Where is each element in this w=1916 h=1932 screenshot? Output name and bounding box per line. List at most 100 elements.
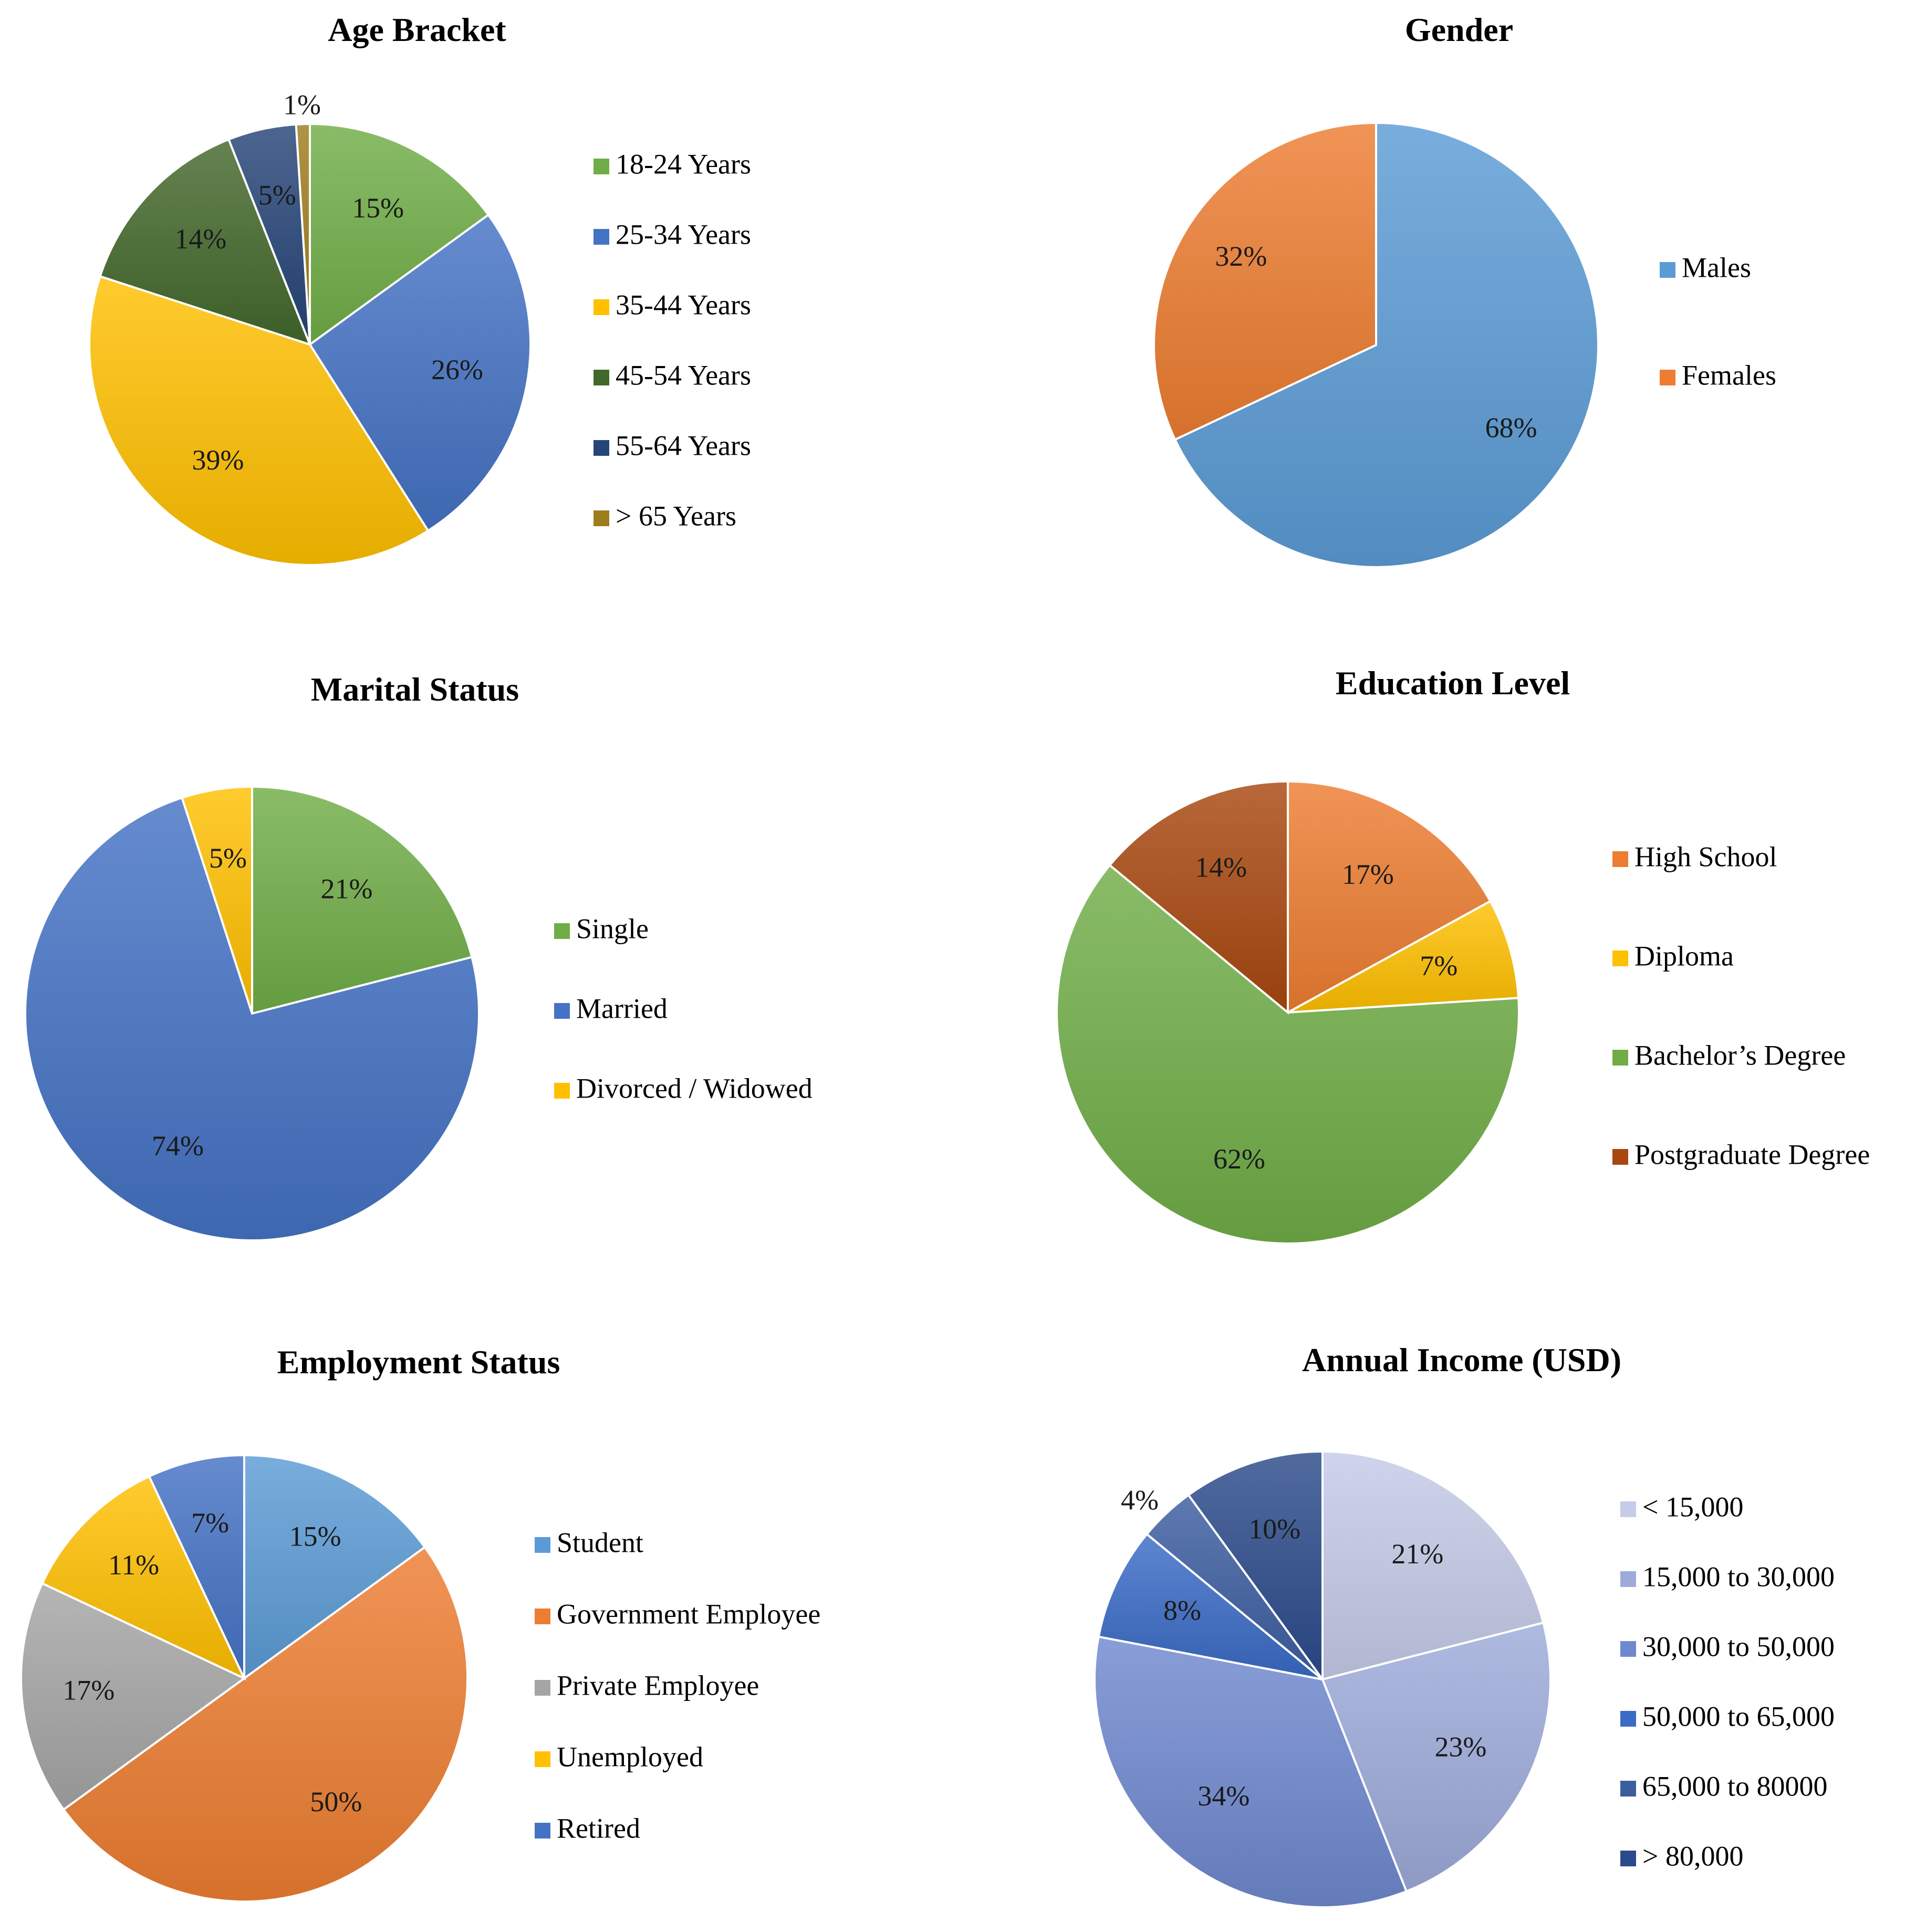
education-level-title: Education Level [1336,664,1570,702]
education-level-legend: High School Diploma Bachelor’s Degree Postg… [1612,841,1870,1170]
marital-status-slice-single [251,785,473,1015]
annual-income-usd-legend-swatch-50-000-to-65-000 [1620,1711,1636,1727]
marital-status-legend-label-married: Married [576,993,668,1024]
marital-status-data-label-married: 74% [152,1130,204,1162]
age-bracket-legend-swatch-65-years [593,510,609,526]
education-level-legend-swatch-bachelor-s-degree [1612,1050,1628,1066]
annual-income-usd-legend-swatch-80-000 [1620,1851,1636,1866]
employment-status-data-label-private-employee: 17% [63,1674,114,1706]
age-bracket-legend: 18-24 Years 25-34 Years 35-44 Years 45-54 Y… [593,148,751,531]
annual-income-usd-legend-label-50-000-to-65-000: 50,000 to 65,000 [1642,1700,1835,1732]
age-bracket-data-label-18-24-years: 15% [352,192,404,224]
age-bracket-legend-swatch-25-34-years [593,229,609,245]
marital-status-legend-label-single: Single [576,913,649,944]
education-level-legend-label-bachelor-s-degree: Bachelor’s Degree [1634,1039,1846,1071]
annual-income-usd-legend-swatch-30-000-to-50-000 [1620,1641,1636,1657]
gender-slice-females [1153,121,1377,441]
education-level-legend-label-postgraduate-degree: Postgraduate Degree [1634,1139,1870,1170]
annual-income-usd-data-label-15-000-to-30-000: 23% [1434,1731,1486,1762]
education-level-legend-swatch-high-school [1612,851,1628,867]
annual-income-usd-slice-80-000 [1187,1450,1324,1683]
employment-status-legend-label-retired: Retired [557,1812,640,1844]
education-level-legend-label-diploma: Diploma [1634,940,1734,972]
age-bracket-legend-label-25-34-years: 25-34 Years [616,218,751,250]
gender-title: Gender [1405,11,1513,48]
education-level-legend-swatch-diploma [1612,951,1628,966]
annual-income-usd-data-label-15-000: 21% [1391,1538,1443,1570]
annual-income-usd-legend-swatch-15-000-to-30-000 [1620,1571,1636,1587]
employment-status-title: Employment Status [277,1343,560,1381]
gender-data-label-males: 68% [1485,412,1537,444]
employment-status-data-label-retired: 7% [191,1507,229,1539]
marital-status-legend-swatch-single [554,923,570,939]
age-bracket-data-label-55-64-years: 5% [258,180,296,211]
age-bracket-legend-swatch-45-54-years [593,370,609,385]
annual-income-usd-data-label-65-000-to-80000: 4% [1121,1484,1159,1516]
age-bracket-slice-18-24-years [309,122,490,347]
age-bracket-slice-65-years [295,122,311,345]
marital-status-data-label-single: 21% [321,873,373,904]
education-level-pie-chart: Education Level 17% 7% 62% 14% High School Dip… [1056,664,1870,1245]
education-level-slice-postgraduate-degree [1108,780,1289,1015]
employment-status-legend-label-government-employee: Government Employee [557,1598,820,1630]
education-level-data-label-high-school: 17% [1342,859,1394,890]
education-level-data-label-postgraduate-degree: 14% [1195,852,1247,883]
annual-income-usd-slice-30-000-to-50-000 [1094,1635,1408,1908]
employment-status-slice-government-employee [62,1545,468,1903]
employment-status-slice-private-employee [20,1582,246,1811]
annual-income-usd-legend-swatch-15-000 [1620,1501,1636,1517]
employment-status-legend-swatch-student [535,1537,550,1553]
age-bracket-slice-35-44-years [88,275,430,567]
age-bracket-legend-label-45-54-years: 45-54 Years [616,359,751,391]
marital-status-legend-label-divorced-widowed: Divorced / Widowed [576,1072,813,1104]
education-level-data-label-bachelor-s-degree: 62% [1213,1143,1265,1175]
employment-status-slice-unemployed [40,1475,247,1681]
gender-legend-label-males: Males [1682,252,1751,283]
employment-status-legend-label-private-employee: Private Employee [557,1669,759,1701]
age-bracket-data-label-25-34-years: 26% [431,354,483,385]
employment-status-slice-retired [148,1454,245,1679]
education-level-legend-swatch-postgraduate-degree [1612,1149,1628,1165]
annual-income-usd-legend-label-15-000: < 15,000 [1642,1491,1743,1522]
employment-status-legend-label-student: Student [557,1527,643,1558]
gender-legend-swatch-females [1660,370,1675,385]
age-bracket-legend-label-18-24-years: 18-24 Years [616,148,751,180]
marital-status-legend-swatch-married [554,1003,570,1019]
employment-status-legend-swatch-unemployed [535,1751,550,1767]
age-bracket-slice-25-34-years [308,213,532,532]
employment-status-data-label-unemployed: 11% [108,1549,159,1581]
education-level-legend-label-high-school: High School [1634,841,1777,872]
annual-income-usd-legend: < 15,000 15,000 to 30,000 30,000 to 50,000… [1620,1491,1835,1872]
employment-status-legend-swatch-retired [535,1823,550,1839]
gender-slice-males [1173,121,1600,568]
employment-status-legend-swatch-government-employee [535,1609,550,1624]
employment-status-pie-chart: Employment Status 15% 50% 17% 11% 7% Student Go… [20,1343,820,1903]
marital-status-pie-chart: Marital Status 21% 74% 5% Single Married Divor… [24,671,813,1241]
age-bracket-legend-label-35-44-years: 35-44 Years [616,289,751,320]
marital-status-slice-married [24,796,480,1241]
age-bracket-data-label-65-years: 1% [283,89,321,120]
age-bracket-slice-45-54-years [99,138,312,347]
annual-income-usd-legend-label-30-000-to-50-000: 30,000 to 50,000 [1642,1631,1835,1662]
gender-legend: Males Females [1660,252,1776,391]
annual-income-usd-legend-label-65-000-to-80000: 65,000 to 80000 [1642,1770,1828,1802]
education-level-slice-high-school [1287,780,1492,1015]
annual-income-usd-data-label-50-000-to-65-000: 8% [1163,1595,1201,1626]
annual-income-usd-slice-50-000-to-65-000 [1097,1532,1324,1680]
annual-income-usd-slice-15-000 [1321,1450,1545,1681]
employment-status-legend-label-unemployed: Unemployed [557,1741,703,1772]
annual-income-usd-legend-label-15-000-to-30-000: 15,000 to 30,000 [1642,1561,1835,1592]
marital-status-legend: Single Married Divorced / Widowed [554,913,813,1104]
age-bracket-data-label-35-44-years: 39% [192,444,244,476]
employment-status-data-label-student: 15% [289,1520,341,1552]
marital-status-title: Marital Status [311,671,519,708]
age-bracket-legend-swatch-18-24-years [593,159,609,174]
education-level-data-label-diploma: 7% [1420,950,1457,981]
annual-income-usd-title: Annual Income (USD) [1302,1341,1621,1378]
age-bracket-legend-label-65-years: > 65 Years [616,500,736,531]
employment-status-slice-student [243,1454,426,1680]
age-bracket-data-label-45-54-years: 14% [174,223,226,255]
education-level-slice-bachelor-s-degree [1056,863,1520,1245]
annual-income-usd-data-label-30-000-to-50-000: 34% [1198,1780,1249,1812]
